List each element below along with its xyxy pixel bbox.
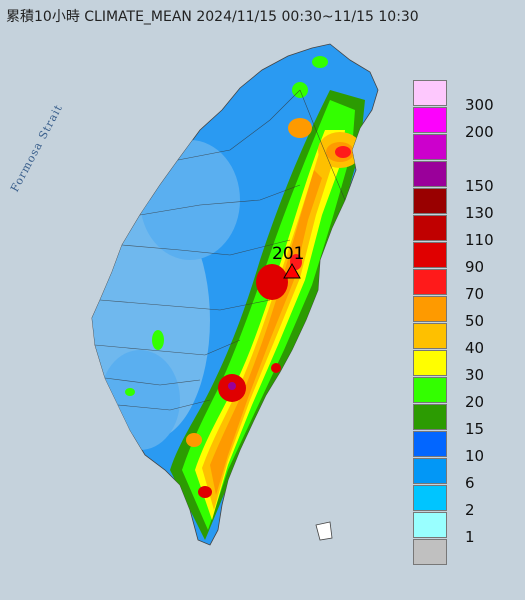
- legend-swatch: [413, 215, 447, 241]
- legend-label: 40: [465, 339, 485, 357]
- legend-label: 90: [465, 258, 485, 276]
- legend-label: 1: [465, 528, 475, 546]
- legend-swatch: [413, 458, 447, 484]
- legend-label: 70: [465, 285, 485, 303]
- legend-label: 50: [465, 312, 485, 330]
- legend-label: 20: [465, 393, 485, 411]
- peak-marker: [283, 262, 301, 279]
- legend-swatch: [413, 107, 447, 133]
- legend-swatch: [413, 323, 447, 349]
- legend-label: 150: [465, 177, 494, 195]
- legend-swatch: [413, 485, 447, 511]
- legend-label: 10: [465, 447, 485, 465]
- legend-swatch: [413, 296, 447, 322]
- legend-swatch: [413, 269, 447, 295]
- legend-swatch: [413, 161, 447, 187]
- legend-label: 110: [465, 231, 494, 249]
- legend-swatch: [413, 377, 447, 403]
- rainfall-layer: [92, 56, 365, 540]
- legend-swatch: [413, 80, 447, 106]
- legend-swatch: [413, 431, 447, 457]
- legend-swatch: [413, 134, 447, 160]
- legend-label: 2: [465, 501, 475, 519]
- legend-swatch: [413, 350, 447, 376]
- legend-swatch: [413, 404, 447, 430]
- legend-label: 300: [465, 96, 494, 114]
- peak-value-label: 201: [272, 244, 305, 264]
- legend-swatch: [413, 512, 447, 538]
- legend-swatch: [413, 242, 447, 268]
- legend-label: 15: [465, 420, 485, 438]
- legend-label: 30: [465, 366, 485, 384]
- county-boundaries: [94, 89, 346, 411]
- legend-swatch: [413, 188, 447, 214]
- legend-swatch: [413, 539, 447, 565]
- legend-label: 6: [465, 474, 475, 492]
- legend-label: 200: [465, 123, 494, 141]
- legend-label: 130: [465, 204, 494, 222]
- map-title: 累積10小時 CLIMATE_MEAN 2024/11/15 00:30~11/…: [6, 9, 419, 25]
- green-island: [315, 521, 333, 541]
